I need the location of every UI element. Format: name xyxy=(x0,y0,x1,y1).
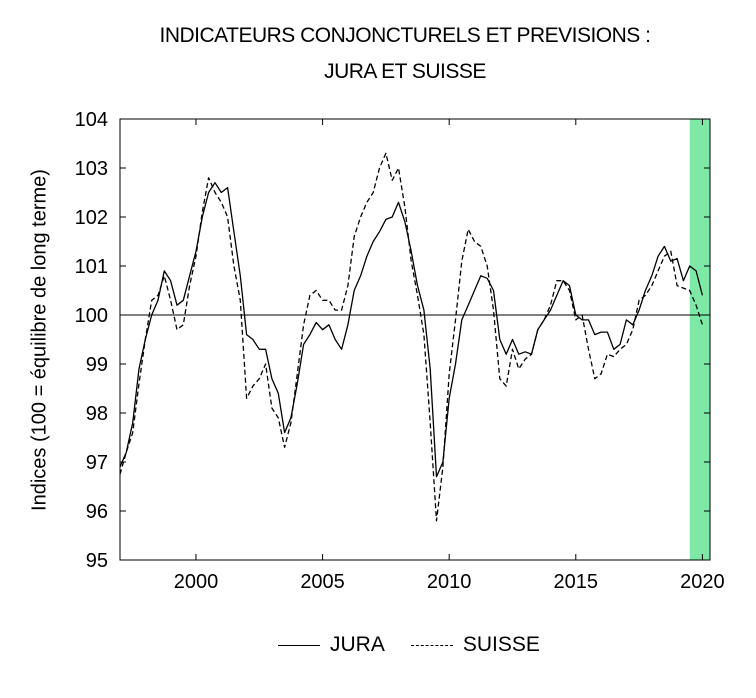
legend: JURA SUISSE xyxy=(278,630,566,660)
x-tick-label: 2020 xyxy=(680,571,725,593)
forecast-band xyxy=(689,119,710,560)
y-tick-label: 104 xyxy=(75,109,108,131)
plot-frame xyxy=(119,118,711,561)
y-tick-label: 96 xyxy=(86,501,108,523)
x-tick-label: 2010 xyxy=(427,571,472,593)
y-tick-label: 97 xyxy=(86,452,108,474)
y-tick-label: 103 xyxy=(75,158,108,180)
legend-item-jura: JURA xyxy=(278,633,385,657)
series-line-suisse xyxy=(119,152,704,522)
legend-item-suisse: SUISSE xyxy=(410,633,540,657)
legend-swatch-suisse xyxy=(410,644,453,646)
x-tick-label: 2000 xyxy=(174,571,219,593)
x-tick-label: 2015 xyxy=(554,571,599,593)
y-tick-label: 102 xyxy=(75,207,108,229)
y-tick-label: 101 xyxy=(75,256,108,278)
series-line-jura xyxy=(119,182,704,478)
y-tick-label: 98 xyxy=(86,403,108,425)
line-chart: 95 96 97 98 99 100 101 102 103 104 2000 2005 2010 201… xyxy=(75,109,725,593)
y-tick-label: 99 xyxy=(86,354,108,376)
y-tick-label: 100 xyxy=(75,305,108,327)
chart-title-line1: INDICATEURS CONJONCTURELS ET PREVISIONS … xyxy=(159,24,651,47)
legend-swatch-jura xyxy=(278,644,320,646)
x-tick-label: 2005 xyxy=(300,571,345,593)
chart-title-line2: JURA ET SUISSE xyxy=(324,60,486,83)
legend-label-suisse: SUISSE xyxy=(462,633,540,656)
legend-label-jura: JURA xyxy=(330,633,385,656)
y-tick-label: 95 xyxy=(86,550,108,572)
